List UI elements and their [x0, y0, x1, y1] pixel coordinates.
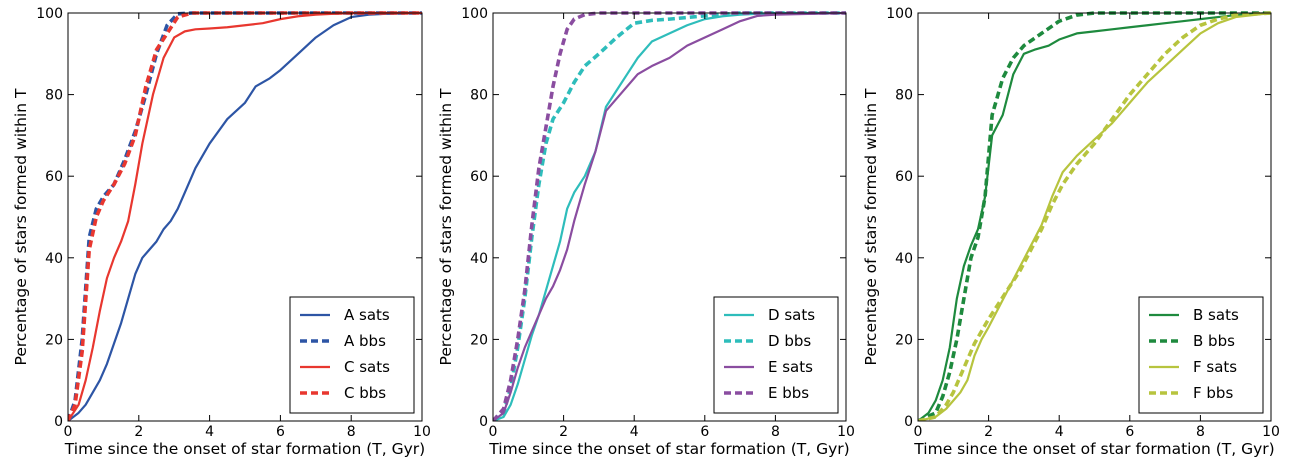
- series-line-b-bbs: [918, 11, 1271, 421]
- axes-frame: [917, 12, 1272, 422]
- legend: A sats A bbs C sats C bbs: [289, 296, 415, 414]
- x-tick-label: 10: [1262, 424, 1280, 440]
- x-axis-label: Time since the onset of star formation (…: [913, 440, 1274, 458]
- x-tick-label: 2: [984, 424, 993, 440]
- axes-frame: [492, 12, 847, 422]
- legend-label: B sats: [1193, 306, 1239, 324]
- y-tick-label: 0: [904, 414, 913, 430]
- series-group: [493, 11, 846, 421]
- y-tick-label: 20: [45, 332, 63, 348]
- x-tick-label: 10: [413, 424, 431, 440]
- legend-label: B bbs: [1193, 332, 1235, 350]
- y-tick-label: 80: [45, 88, 63, 104]
- x-tick-label: 0: [64, 424, 73, 440]
- series-line-b-sats: [918, 11, 1271, 421]
- x-tick-label: 4: [630, 424, 639, 440]
- legend-label: C sats: [344, 358, 390, 376]
- series-group: [918, 11, 1271, 421]
- y-tick-label: 100: [461, 6, 488, 22]
- y-tick-label: 60: [470, 169, 488, 185]
- y-tick-label: 40: [45, 251, 63, 267]
- series-line-e-sats: [493, 11, 846, 421]
- series-line-c-sats: [68, 11, 422, 421]
- legend: D sats D bbs E sats E bbs: [713, 296, 839, 414]
- y-tick-label: 100: [886, 6, 913, 22]
- y-tick-label: 80: [895, 88, 913, 104]
- y-axis-label: Percentage of stars formed within T: [437, 88, 455, 365]
- y-tick-label: 60: [895, 169, 913, 185]
- x-tick-label: 10: [837, 424, 855, 440]
- legend-label: F bbs: [1193, 384, 1233, 402]
- y-tick-label: 60: [45, 169, 63, 185]
- y-tick-label: 20: [470, 332, 488, 348]
- y-tick-label: 100: [36, 6, 63, 22]
- y-tick-label: 80: [470, 88, 488, 104]
- x-tick-label: 4: [1055, 424, 1064, 440]
- x-axis-label: Time since the onset of star formation (…: [488, 440, 849, 458]
- y-axis-label: Percentage of stars formed within T: [862, 88, 880, 365]
- legend-label: D sats: [768, 306, 815, 324]
- x-tick-label: 8: [771, 424, 780, 440]
- x-tick-label: 4: [205, 424, 214, 440]
- legend-label: A bbs: [344, 332, 386, 350]
- series-line-c-bbs: [68, 11, 422, 421]
- x-tick-label: 6: [276, 424, 285, 440]
- legend-label: C bbs: [344, 384, 386, 402]
- legend-box: [289, 296, 415, 414]
- x-axis-label: Time since the onset of star formation (…: [64, 440, 425, 458]
- series-line-d-bbs: [493, 11, 846, 421]
- x-tick-label: 2: [134, 424, 143, 440]
- legend-box: [713, 296, 839, 414]
- series-line-a-sats: [68, 11, 422, 421]
- x-tick-label: 0: [489, 424, 498, 440]
- legend-label: A sats: [344, 306, 390, 324]
- x-tick-label: 2: [559, 424, 568, 440]
- y-tick-label: 20: [895, 332, 913, 348]
- series-line-f-bbs: [918, 11, 1271, 421]
- y-tick-label: 0: [479, 414, 488, 430]
- legend-box: [1138, 296, 1264, 414]
- y-tick-label: 0: [54, 414, 63, 430]
- legend-label: E bbs: [768, 384, 809, 402]
- legend-label: E sats: [768, 358, 813, 376]
- axes-frame: [67, 12, 423, 422]
- y-tick-label: 40: [470, 251, 488, 267]
- x-tick-label: 6: [1125, 424, 1134, 440]
- y-tick-label: 40: [895, 251, 913, 267]
- series-line-d-sats: [493, 11, 846, 421]
- legend: B sats B bbs F sats F bbs: [1138, 296, 1264, 414]
- legend-label: D bbs: [768, 332, 811, 350]
- y-axis-label: Percentage of stars formed within T: [12, 88, 30, 365]
- series-line-e-bbs: [493, 11, 846, 421]
- legend-label: F sats: [1193, 358, 1237, 376]
- x-tick-label: 6: [700, 424, 709, 440]
- series-line-f-sats: [918, 11, 1271, 421]
- x-tick-label: 8: [347, 424, 356, 440]
- x-tick-label: 8: [1196, 424, 1205, 440]
- x-tick-label: 0: [914, 424, 923, 440]
